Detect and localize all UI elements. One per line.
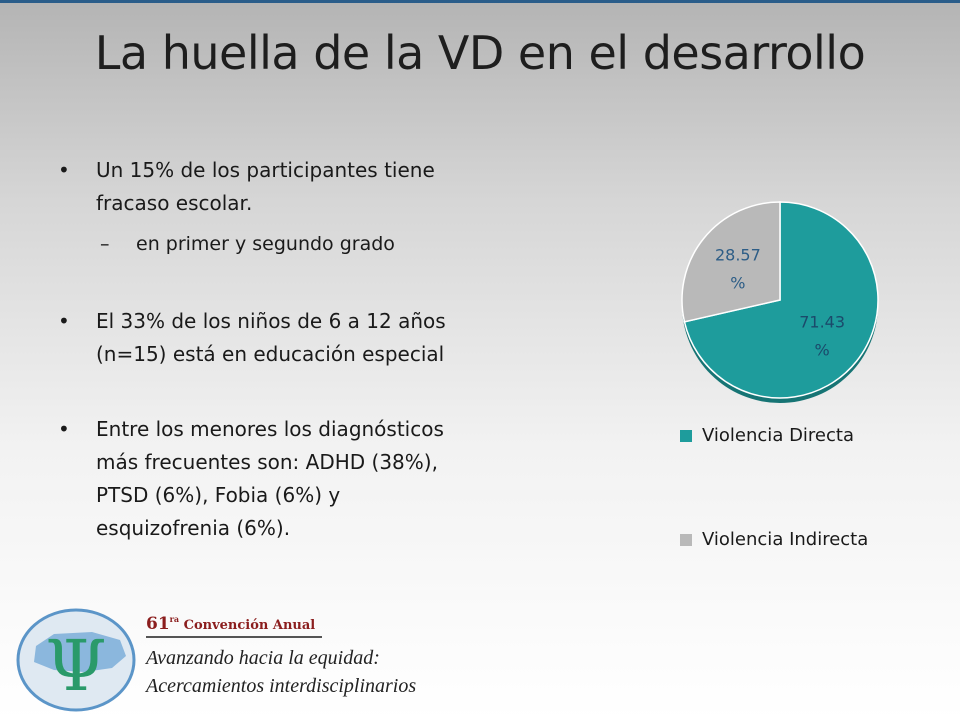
data-label-directa-2: % [815,341,830,360]
footer-branding: Ψ 61ra Convención Anual Avanzando hacia … [14,606,484,714]
bullet-line: fracaso escolar. [96,191,253,215]
convention-number: 61 [146,614,170,634]
sub-bullet-line: en primer y segundo grado [136,233,395,255]
bullet-line: Un 15% de los participantes tiene [96,158,435,182]
bullet-line: (n=15) está en educación especial [96,342,445,366]
pie-slice-directa [683,201,879,399]
pie-slice-indirecta [681,201,781,323]
bullet-dot: • [58,158,70,182]
chart-legend: Violencia Directa Violencia Indirecta [678,424,868,552]
legend-swatch-directa [680,430,692,442]
convention-text: Convención Anual [183,618,316,633]
bullet-line: más frecuentes son: ADHD (38%), [96,450,438,474]
convention-divider [146,636,322,638]
bullet-fracaso: • Un 15% de los participantes tiene frac… [58,154,528,220]
pie-chart: 71.43% 28.57% [681,201,879,403]
sub-bullet-dash: – [100,233,110,255]
bullet-educacion: • El 33% de los niños de 6 a 12 años (n=… [58,305,528,371]
legend-label-indirecta: Violencia Indirecta [702,529,869,550]
legend-item-directa: Violencia Directa [678,424,868,448]
sub-bullet-grado: – en primer y segundo grado [58,228,528,261]
slogan-line-2: Acercamientos interdisciplinarios [146,675,417,697]
bullet-line: El 33% de los niños de 6 a 12 años [96,309,446,333]
convention-label: 61ra Convención Anual [146,614,315,634]
legend-item-indirecta: Violencia Indirecta [678,528,868,552]
data-label-indirecta-1: 28.57 [715,245,761,264]
logo-psi-symbol: Ψ [45,625,106,707]
bullet-line: esquizofrenia (6%). [96,516,291,540]
association-logo: Ψ [16,608,136,712]
data-label-indirecta-2: % [730,273,745,292]
bullet-dot: • [58,417,70,441]
slide-title: La huella de la VD en el desarrollo [94,26,866,80]
bullet-line: PTSD (6%), Fobia (6%) y [96,483,341,507]
bullet-line: Entre los menores los diagnósticos [96,417,444,441]
slogan: Avanzando hacia la equidad: Acercamiento… [146,644,416,700]
bullet-diagnosticos: • Entre los menores los diagnósticos más… [58,413,528,545]
bullet-list: • Un 15% de los participantes tiene frac… [58,154,528,545]
legend-swatch-indirecta [680,534,692,546]
bullet-dot: • [58,309,70,333]
slogan-line-1: Avanzando hacia la equidad: [146,647,380,669]
convention-suffix: ra [169,614,180,624]
data-label-directa-1: 71.43 [799,313,845,332]
legend-label-directa: Violencia Directa [702,425,854,446]
top-rule [0,0,960,3]
